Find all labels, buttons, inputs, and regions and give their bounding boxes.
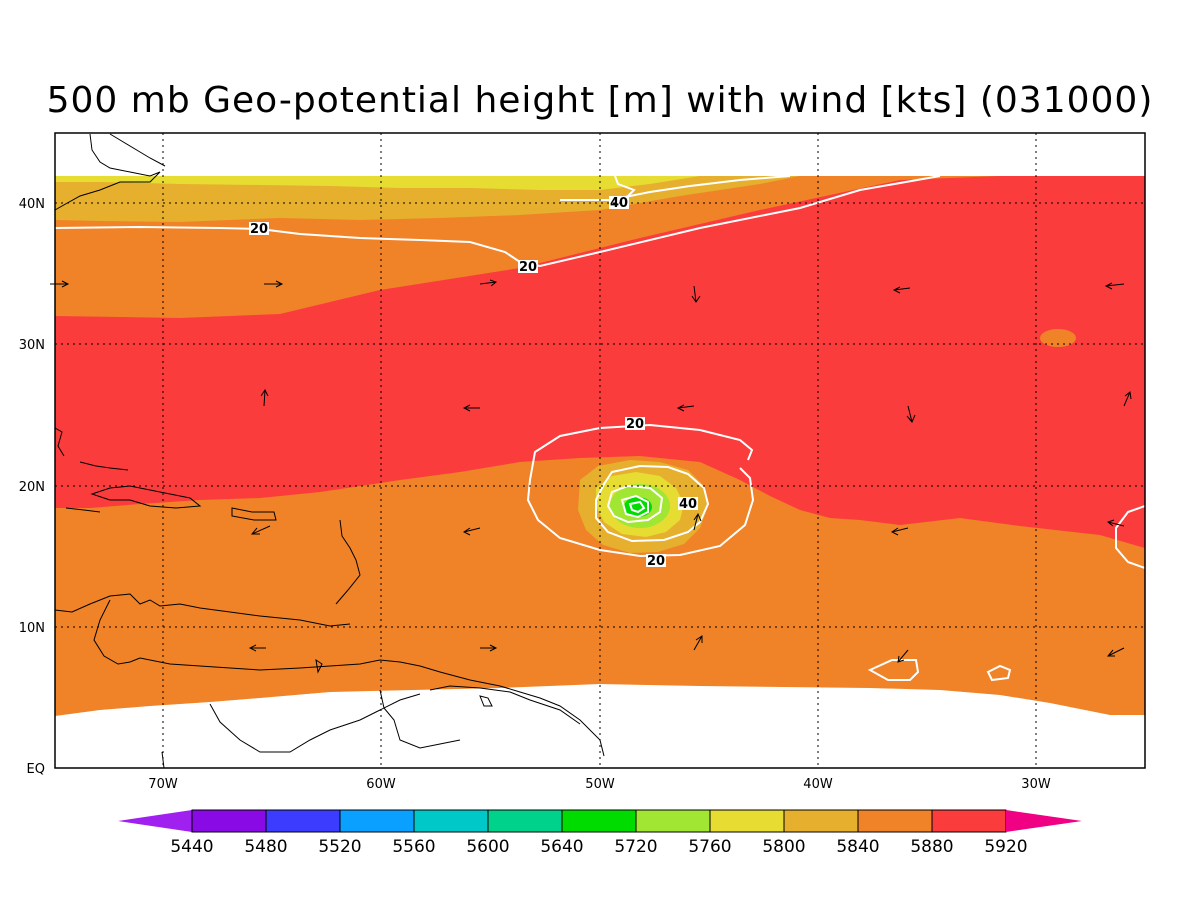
contour-label: 20 [250,222,268,237]
colorbar-swatch [709,809,785,833]
colorbar-label: 5440 [170,837,213,857]
plot-frame [54,132,1146,769]
coastlines [54,133,605,769]
colorbar-swatch [487,809,563,833]
wind-arrows [50,279,1132,663]
colorbar-label: 5720 [614,837,657,857]
colorbar-swatch [561,809,637,833]
colorbar-label: 5600 [466,837,509,857]
colorbar-label: 5840 [836,837,879,857]
colorbar-swatch [265,809,341,833]
colorbar-label: 5760 [688,837,731,857]
colorbar: 5440 5480 5520 5560 5600 5640 5720 5760 5800 5840… [118,809,1082,857]
contour-label: 40 [679,497,697,512]
contour-label-group: 40 20 20 20 40 20 [249,196,698,569]
colorbar-swatch [931,809,1007,833]
contour-label: 20 [519,260,537,275]
colorbar-swatch [783,809,859,833]
colorbar-label: 5560 [392,837,435,857]
lon-tick-label: 50W [585,777,615,792]
lon-tick-label: 40W [803,777,833,792]
lat-tick-label: EQ [27,762,45,777]
wind-contours [54,175,1146,682]
colorbar-left-arrow [118,810,192,832]
colorbar-label: 5920 [984,837,1027,857]
colorbar-swatch [191,809,267,833]
contour-label: 20 [647,554,665,569]
height-fill-5640-cyclone [624,497,652,517]
height-fill-5760-north [55,176,700,190]
colorbar-label: 5520 [318,837,361,857]
colorbar-label: 5480 [244,837,287,857]
lat-tick-label: 40N [19,197,45,212]
colorbar-right-arrow [1006,810,1082,832]
lat-tick-label: 30N [19,338,45,353]
lat-tick-label: 20N [19,480,45,495]
lon-tick-label: 60W [366,777,396,792]
colorbar-swatch [339,809,415,833]
contour-label: 20 [626,417,644,432]
colorbar-label: 5880 [910,837,953,857]
lat-tick-label: 10N [19,621,45,636]
height-fill-blob [1040,329,1076,347]
colorbar-label: 5800 [762,837,805,857]
colorbar-swatch [413,809,489,833]
grid-lines [55,133,1145,768]
colorbar-label: 5640 [540,837,583,857]
colorbar-swatch [635,809,711,833]
lon-tick-label: 70W [148,777,178,792]
lon-tick-label: 30W [1021,777,1051,792]
colorbar-swatch [857,809,933,833]
axis-labels: 40N 30N 20N 10N EQ 70W 60W 50W 40W 30W [19,197,1051,792]
plot-area: 40 20 20 20 40 20 [50,132,1146,769]
map-title: 500 mb Geo-potential height [m] with win… [46,80,1154,121]
